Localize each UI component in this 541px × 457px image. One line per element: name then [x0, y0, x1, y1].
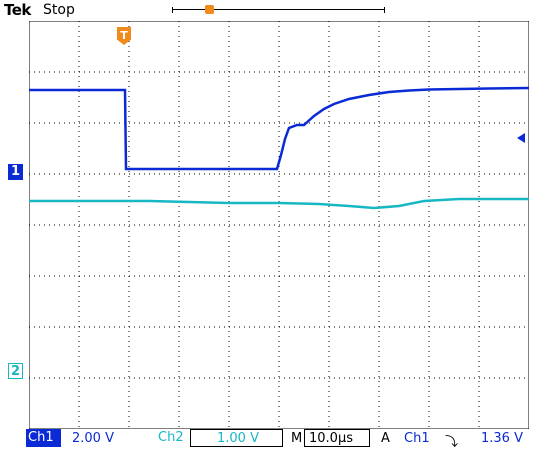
trigger-mode: A — [381, 431, 390, 446]
waveform-display — [29, 21, 529, 429]
ch2-scale: 1.00 V — [217, 431, 259, 446]
ch2-scale-box — [190, 429, 283, 447]
timebase-box — [304, 429, 370, 447]
record-overview-line — [173, 9, 384, 10]
ch1-trace — [29, 86, 529, 171]
status-bar: Tek Stop — [0, 0, 541, 22]
record-overview — [172, 5, 385, 14]
ch2-trace — [29, 197, 529, 210]
trigger-level: 1.36 V — [481, 431, 523, 446]
trigger-position-marker[interactable]: T — [117, 27, 131, 45]
falling-edge-icon: ⤵ — [445, 435, 459, 450]
record-window-marker[interactable] — [205, 5, 214, 14]
ch1-label: Ch1 — [26, 429, 61, 447]
trigger-source: Ch1 — [404, 431, 430, 446]
trigger-level-arrow-icon[interactable] — [517, 133, 525, 143]
ch2-ground-marker[interactable]: 2 — [8, 363, 23, 379]
timebase-label: M — [291, 431, 303, 446]
graticule-center — [29, 21, 529, 429]
readout-bar: Ch1 2.00 V Ch2 1.00 V M 10.0µs A Ch1 ⤵ 1… — [0, 429, 541, 450]
brand-logo: Tek — [4, 1, 31, 19]
ch2-label: Ch2 — [156, 429, 191, 447]
timebase-value: 10.0µs — [309, 431, 353, 446]
acquisition-status: Stop — [43, 2, 75, 18]
ch1-scale: 2.00 V — [72, 431, 114, 446]
ch1-ground-marker[interactable]: 1 — [8, 164, 23, 180]
